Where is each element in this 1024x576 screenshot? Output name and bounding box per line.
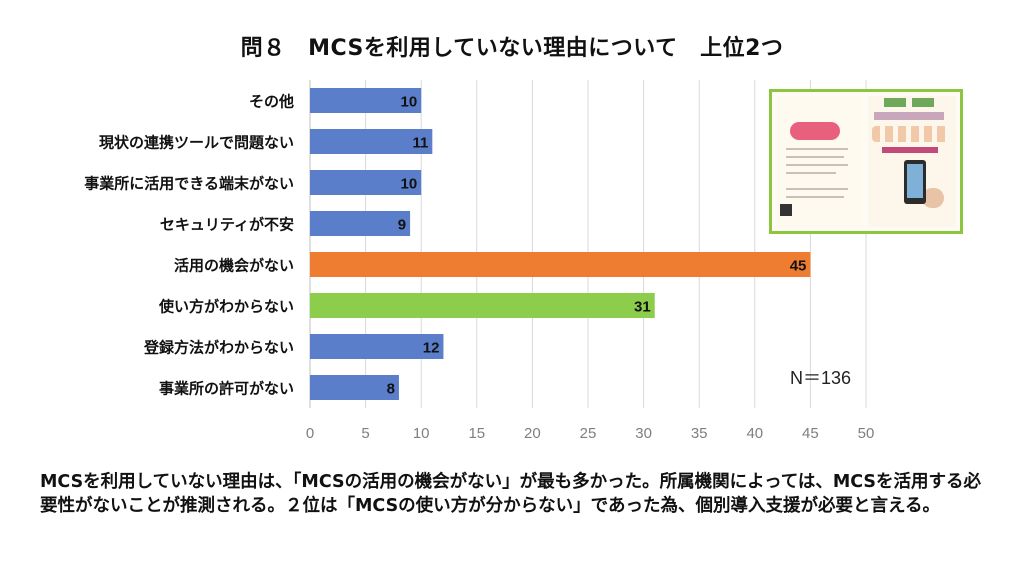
sample-size-note: N＝136 (790, 368, 852, 388)
x-tick-label: 40 (746, 425, 763, 442)
bar (310, 129, 433, 154)
x-tick-label: 50 (858, 425, 875, 442)
data-label: 11 (412, 135, 428, 152)
bar (310, 293, 655, 318)
x-tick-label: 35 (691, 425, 708, 442)
summary-caption: MCSを利用していない理由は、「MCSの活用の機会がない」が最も多かった。所属機… (40, 472, 982, 516)
category-label: セキュリティが不安 (160, 216, 294, 234)
hand-illustration (922, 188, 944, 208)
x-tick-label: 10 (413, 425, 430, 442)
x-tick-label: 5 (361, 425, 369, 442)
mcs-brochure-thumbnail (769, 89, 963, 234)
chart-title: 問８ MCSを利用していない理由について 上位2つ (240, 36, 784, 61)
bar (310, 252, 811, 277)
x-tick-label: 45 (802, 425, 819, 442)
data-label: 45 (790, 258, 807, 275)
x-tick-label: 0 (306, 425, 314, 442)
category-label: 活用の機会がない (174, 257, 294, 275)
category-label: 現状の連携ツールで問題ない (99, 134, 294, 152)
data-label: 12 (423, 340, 440, 357)
brochure-pink-badge (790, 122, 840, 140)
x-tick-label: 15 (468, 425, 485, 442)
data-label: 31 (634, 299, 651, 316)
category-label: 使い方がわからない (158, 298, 294, 316)
brochure-text-line (786, 172, 836, 174)
brochure-staff-illustration (872, 126, 948, 142)
x-tick-label: 25 (580, 425, 597, 442)
category-label: その他 (249, 93, 294, 111)
data-label: 8 (387, 381, 395, 398)
brochure-tag (912, 98, 934, 107)
x-tick-label: 30 (635, 425, 652, 442)
brochure-text-line (786, 156, 844, 158)
smartphone-screen (907, 164, 923, 198)
qr-code-icon (780, 204, 792, 216)
brochure-text-line (786, 164, 848, 166)
bar (310, 334, 444, 359)
brochure-mcs-logo (882, 147, 938, 153)
brochure-heading (874, 112, 944, 120)
category-label: 事業所の許可がない (159, 380, 294, 398)
data-label: 10 (401, 176, 418, 193)
category-label: 事業所に活用できる端末がない (84, 175, 294, 193)
brochure-tag (884, 98, 906, 107)
x-tick-label: 20 (524, 425, 541, 442)
data-label: 10 (401, 94, 418, 111)
bar (310, 211, 411, 236)
brochure-text-line (786, 188, 848, 190)
category-label: 登録方法がわからない (143, 339, 294, 357)
bar (310, 170, 422, 195)
bar (310, 375, 399, 400)
data-label: 9 (398, 217, 406, 234)
brochure-text-line (786, 148, 848, 150)
bar (310, 88, 422, 113)
brochure-text-line (786, 196, 844, 198)
